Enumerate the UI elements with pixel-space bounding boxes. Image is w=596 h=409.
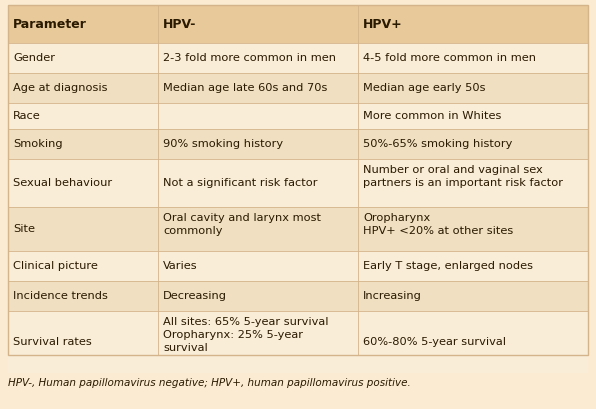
Bar <box>8 207 588 251</box>
Text: 2-3 fold more common in men: 2-3 fold more common in men <box>163 53 336 63</box>
Text: More common in Whites: More common in Whites <box>363 111 501 121</box>
Text: Parameter: Parameter <box>13 18 87 31</box>
Text: Race: Race <box>13 111 41 121</box>
Text: Sexual behaviour: Sexual behaviour <box>13 178 112 188</box>
Text: Median age late 60s and 70s: Median age late 60s and 70s <box>163 83 327 93</box>
Text: Oral cavity and larynx most
commonly: Oral cavity and larynx most commonly <box>163 213 321 236</box>
Text: Smoking: Smoking <box>13 139 63 149</box>
Text: Median age early 50s: Median age early 50s <box>363 83 486 93</box>
Text: Early T stage, enlarged nodes: Early T stage, enlarged nodes <box>363 261 533 271</box>
Text: Oropharynx
HPV+ <20% at other sites: Oropharynx HPV+ <20% at other sites <box>363 213 513 236</box>
Text: Gender: Gender <box>13 53 55 63</box>
Bar <box>8 103 588 129</box>
Bar <box>8 43 588 73</box>
Text: 90% smoking history: 90% smoking history <box>163 139 283 149</box>
Text: Survival rates: Survival rates <box>13 337 92 347</box>
Text: HPV+: HPV+ <box>363 18 403 31</box>
Text: HPV-, Human papillomavirus negative; HPV+, human papillomavirus positive.: HPV-, Human papillomavirus negative; HPV… <box>8 378 411 388</box>
Text: Decreasing: Decreasing <box>163 291 227 301</box>
Text: Clinical picture: Clinical picture <box>13 261 98 271</box>
Text: Age at diagnosis: Age at diagnosis <box>13 83 107 93</box>
Bar <box>8 251 588 281</box>
Bar <box>8 159 588 207</box>
Bar <box>8 5 588 355</box>
Bar <box>8 311 588 373</box>
Bar <box>8 281 588 311</box>
Text: Not a significant risk factor: Not a significant risk factor <box>163 178 318 188</box>
Text: Site: Site <box>13 224 35 234</box>
Text: Increasing: Increasing <box>363 291 422 301</box>
Text: 4-5 fold more common in men: 4-5 fold more common in men <box>363 53 536 63</box>
Bar <box>8 73 588 103</box>
Text: 60%-80% 5-year survival: 60%-80% 5-year survival <box>363 337 506 347</box>
Text: 50%-65% smoking history: 50%-65% smoking history <box>363 139 513 149</box>
Bar <box>8 129 588 159</box>
Text: Number or oral and vaginal sex
partners is an important risk factor: Number or oral and vaginal sex partners … <box>363 165 563 188</box>
Text: All sites: 65% 5-year survival
Oropharynx: 25% 5-year
survival: All sites: 65% 5-year survival Oropharyn… <box>163 317 328 353</box>
Text: Varies: Varies <box>163 261 198 271</box>
Bar <box>8 5 588 43</box>
Text: HPV-: HPV- <box>163 18 196 31</box>
Text: Incidence trends: Incidence trends <box>13 291 108 301</box>
